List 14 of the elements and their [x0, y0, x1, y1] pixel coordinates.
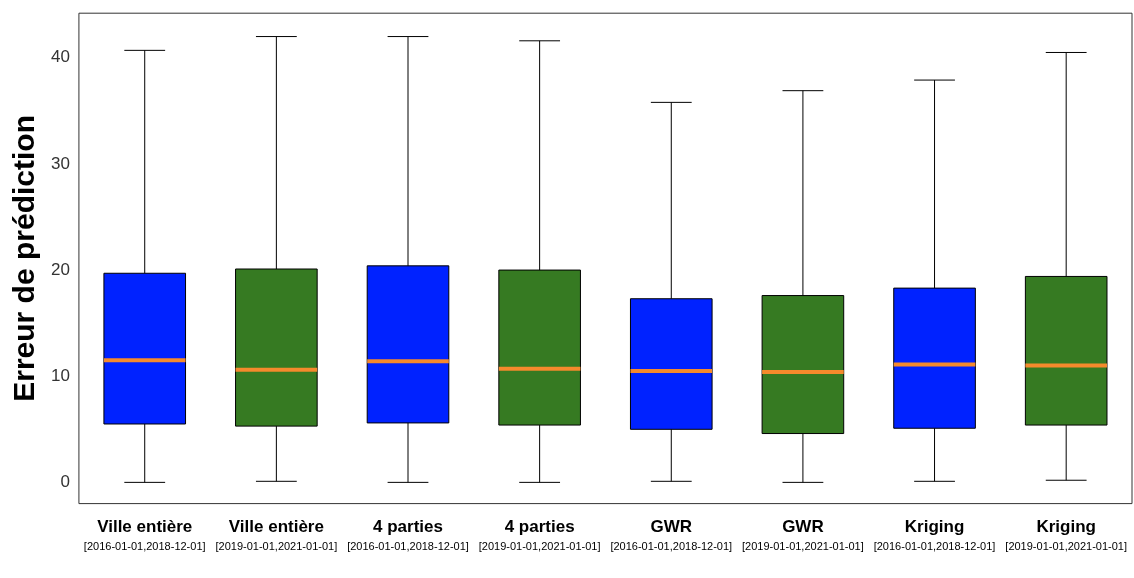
x-tick-label: 4 parties [2016-01-01,2018-12-01]	[347, 516, 469, 552]
x-tick-label: Ville entière [2016-01-01,2018-12-01]	[83, 516, 206, 552]
y-tick-label: 30	[50, 153, 70, 173]
y-tick-label: 40	[50, 47, 70, 67]
y-tick-label: 20	[50, 259, 70, 279]
y-tick-label: 10	[50, 365, 70, 385]
y-tick-label: 0	[60, 472, 70, 492]
y-axis-title: Erreur de prédiction	[7, 115, 41, 402]
x-tick-label: GWR [2016-01-01,2018-12-01]	[610, 516, 733, 552]
x-tick-label: 4 parties [2019-01-01,2021-01-01]	[478, 516, 601, 552]
x-tick-label: Ville entière [2019-01-01,2021-01-01]	[215, 516, 338, 552]
x-tick-label: GWR [2019-01-01,2021-01-01]	[742, 516, 864, 552]
x-tick-label: Kriging [2016-01-01,2018-12-01]	[873, 516, 996, 552]
x-tick-label: Kriging [2019-01-01,2021-01-01]	[1005, 516, 1128, 552]
